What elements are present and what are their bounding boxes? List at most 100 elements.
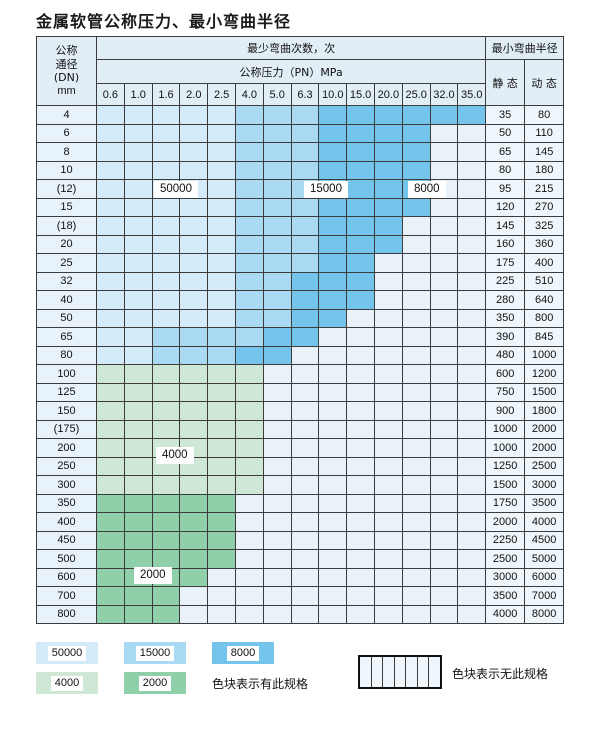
matrix-cell: [346, 345, 375, 365]
matrix-cell: [123, 475, 153, 495]
static-radius-cell: 3500: [485, 586, 526, 606]
matrix-value-label: 8000: [408, 181, 446, 198]
matrix-cell: [290, 123, 320, 143]
matrix-cell: [96, 438, 125, 458]
static-radius-cell: 1000: [485, 419, 526, 439]
matrix-cell: [179, 327, 209, 347]
matrix-cell: [457, 234, 487, 254]
matrix-cell: [401, 364, 431, 384]
matrix-cell: [207, 419, 236, 439]
dynamic-radius-cell: 510: [524, 271, 565, 291]
pressure-col-header: 35.0: [457, 83, 487, 106]
matrix-cell: [457, 197, 487, 217]
matrix-cell: [401, 216, 431, 236]
pressure-col-header: 2.0: [179, 83, 209, 106]
dynamic-header: 动 态: [524, 59, 565, 106]
dynamic-radius-cell: 640: [524, 290, 565, 310]
matrix-cell: [234, 382, 264, 402]
matrix-cell: [96, 271, 125, 291]
matrix-cell: [207, 308, 236, 328]
matrix-cell: [262, 290, 292, 310]
matrix-cell: [401, 123, 431, 143]
matrix-cell: [318, 160, 348, 180]
matrix-cell: [262, 438, 292, 458]
dn-value-cell: 350: [36, 493, 97, 513]
matrix-cell: [262, 456, 292, 476]
matrix-cell: [318, 142, 348, 162]
matrix-cell: [373, 142, 403, 162]
legend-row-blue: 50000 15000 8000: [36, 638, 576, 668]
matrix-cell: [151, 419, 181, 439]
legend-swatch-green: 2000: [124, 672, 186, 694]
matrix-cell: [207, 327, 236, 347]
matrix-cell: [96, 604, 125, 624]
matrix-cell: [457, 401, 487, 421]
table-row: 100 600 1200: [36, 364, 565, 384]
matrix-cell: [346, 179, 375, 199]
matrix-cell: [457, 586, 487, 606]
dynamic-radius-cell: 800: [524, 308, 565, 328]
matrix-cell: [457, 308, 487, 328]
matrix-cell: [401, 549, 431, 569]
static-radius-cell: 1250: [485, 456, 526, 476]
matrix-cell: [123, 253, 153, 273]
matrix-cell: [318, 290, 348, 310]
matrix-cell: [373, 549, 403, 569]
matrix-cell: [234, 475, 264, 495]
matrix-cell: [123, 456, 153, 476]
dn-value-cell: (18): [36, 216, 97, 236]
no-spec-stripe: [429, 657, 440, 687]
pressure-col-header: 32.0: [429, 83, 459, 106]
matrix-cell: [346, 493, 375, 513]
matrix-cell: [318, 345, 348, 365]
matrix-cell: [207, 271, 236, 291]
matrix-cell: [96, 123, 125, 143]
table-row: 40 280 640: [36, 290, 565, 310]
dn-value-cell: 8: [36, 142, 97, 162]
matrix-cell: [373, 234, 403, 254]
matrix-cell: [346, 253, 375, 273]
matrix-cell: [96, 530, 125, 550]
matrix-cell: [346, 586, 375, 606]
matrix-cell: [318, 604, 348, 624]
matrix-cell: [234, 308, 264, 328]
static-radius-cell: 750: [485, 382, 526, 402]
matrix-cell: [207, 160, 236, 180]
matrix-cell: [457, 327, 487, 347]
dn-value-cell: (12): [36, 179, 97, 199]
matrix-cell: [318, 475, 348, 495]
matrix-cell: [457, 123, 487, 143]
matrix-cell: [96, 419, 125, 439]
matrix-cell: [179, 105, 209, 125]
matrix-cell: [457, 345, 487, 365]
matrix-cell: [457, 160, 487, 180]
pressure-col-header: 10.0: [318, 83, 348, 106]
dynamic-radius-cell: 3000: [524, 475, 565, 495]
dn-value-cell: 150: [36, 401, 97, 421]
dynamic-radius-cell: 2000: [524, 438, 565, 458]
matrix-cell: [179, 586, 209, 606]
table-row: 4 35 80: [36, 105, 565, 125]
pressure-col-header: 2.5: [207, 83, 236, 106]
matrix-cell: [290, 197, 320, 217]
dynamic-radius-cell: 7000: [524, 586, 565, 606]
header-row-1: 公称 通径 (DN) mm 最少弯曲次数，次 最小弯曲半径: [36, 36, 565, 106]
matrix-cell: [290, 234, 320, 254]
matrix-cell: [262, 179, 292, 199]
matrix-cell: [207, 382, 236, 402]
matrix-cell: [401, 530, 431, 550]
dynamic-radius-cell: 1500: [524, 382, 565, 402]
no-spec-stripe: [383, 657, 395, 687]
dynamic-radius-cell: 4000: [524, 512, 565, 532]
matrix-cell: [429, 216, 459, 236]
bend-count-header: 最少弯曲次数，次: [95, 36, 487, 60]
matrix-cell: [207, 253, 236, 273]
matrix-cell: [373, 216, 403, 236]
dn-header-line-3: (DN): [53, 71, 80, 84]
matrix-cell: [96, 160, 125, 180]
pressure-col-header: 1.6: [151, 83, 181, 106]
matrix-cell: [151, 142, 181, 162]
matrix-cell: [290, 493, 320, 513]
matrix-cell: [429, 401, 459, 421]
matrix-cell: [262, 271, 292, 291]
